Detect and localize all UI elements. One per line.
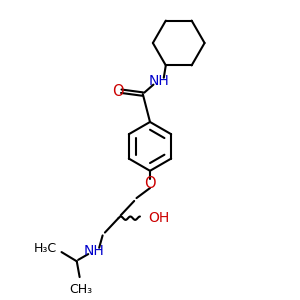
Text: CH₃: CH₃ — [70, 283, 93, 296]
Text: NH: NH — [84, 244, 104, 258]
Text: NH: NH — [148, 74, 169, 88]
Text: O: O — [144, 176, 156, 191]
Text: H₃C: H₃C — [34, 242, 57, 255]
Text: OH: OH — [148, 211, 169, 225]
Text: O: O — [112, 84, 124, 99]
